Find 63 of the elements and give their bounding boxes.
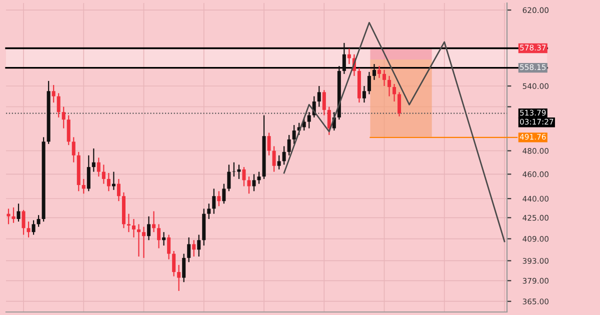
candlestick bbox=[142, 226, 146, 258]
candlestick bbox=[398, 92, 402, 117]
candlestick bbox=[56, 92, 60, 118]
candlestick bbox=[197, 234, 201, 258]
candlestick bbox=[16, 203, 20, 222]
candlestick bbox=[327, 106, 331, 136]
candlestick bbox=[22, 209, 26, 236]
candlestick bbox=[167, 234, 171, 260]
candlestick bbox=[222, 183, 226, 204]
candlestick bbox=[212, 188, 216, 214]
candlestick bbox=[388, 75, 392, 97]
candlestick bbox=[382, 69, 386, 87]
candlestick bbox=[177, 264, 181, 292]
candlestick bbox=[72, 136, 76, 163]
candlestick bbox=[187, 236, 191, 263]
candlestick bbox=[362, 85, 366, 104]
candlestick bbox=[92, 148, 96, 172]
candlestick bbox=[242, 166, 246, 187]
candlestick bbox=[106, 172, 110, 192]
candlestick bbox=[247, 176, 251, 194]
candlestick bbox=[126, 213, 130, 233]
candlestick bbox=[277, 154, 281, 170]
candlestick bbox=[192, 240, 196, 258]
candlestick bbox=[147, 216, 151, 241]
candlestick bbox=[252, 174, 256, 192]
candlestick bbox=[36, 214, 40, 228]
candlestick bbox=[137, 224, 141, 258]
candlestick bbox=[392, 83, 396, 102]
candlestick bbox=[272, 146, 276, 172]
candlestick bbox=[217, 190, 221, 207]
candlestick bbox=[86, 154, 90, 192]
candlestick bbox=[287, 134, 291, 156]
candlestick bbox=[6, 208, 10, 225]
candlestick bbox=[116, 178, 120, 202]
candlestick bbox=[157, 224, 161, 249]
candlestick bbox=[96, 157, 100, 178]
candlestick bbox=[182, 253, 186, 283]
candlestick bbox=[282, 146, 286, 166]
candlestick bbox=[377, 65, 381, 78]
candlestick bbox=[66, 114, 70, 146]
candlestick bbox=[82, 178, 86, 194]
candlestick bbox=[322, 90, 326, 116]
candlestick bbox=[62, 106, 66, 129]
candlestick bbox=[152, 210, 156, 233]
candlestick bbox=[52, 84, 56, 104]
candlestick bbox=[292, 124, 296, 144]
candlestick bbox=[307, 112, 311, 129]
candlestick bbox=[267, 132, 271, 156]
candlestick bbox=[132, 218, 136, 238]
candlestick bbox=[227, 164, 231, 192]
candlestick bbox=[162, 232, 166, 246]
candlestick bbox=[12, 206, 16, 224]
candlestick bbox=[367, 71, 371, 95]
candlestick bbox=[207, 203, 211, 220]
candlestick bbox=[102, 164, 106, 184]
candlestick bbox=[26, 221, 30, 238]
candlestick bbox=[172, 250, 176, 277]
candlestick bbox=[372, 63, 376, 80]
candlestick bbox=[257, 171, 261, 184]
candlestick bbox=[317, 85, 321, 108]
candlestick bbox=[342, 42, 346, 74]
candlestick bbox=[347, 48, 351, 65]
candlestick bbox=[32, 220, 36, 236]
